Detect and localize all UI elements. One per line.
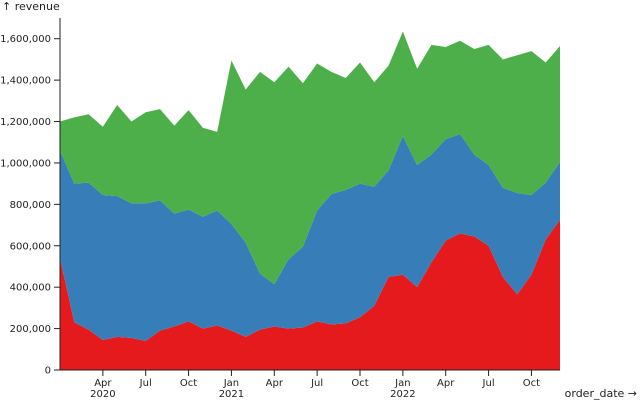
x-tick-label: Oct	[523, 378, 540, 389]
y-tick-label: 1,600,000	[0, 34, 51, 45]
x-tick-year-label: 2020	[90, 389, 115, 400]
y-tick-label: 1,000,000	[0, 158, 51, 169]
y-tick-label: 800,000	[10, 200, 51, 211]
x-tick-label: Jul	[139, 378, 152, 389]
area-layers	[60, 31, 560, 370]
x-tick-year-label: 2021	[219, 389, 244, 400]
y-tick-label: 200,000	[10, 324, 51, 335]
x-tick-year-label: 2022	[390, 389, 415, 400]
x-tick-label: Jan	[394, 378, 410, 389]
x-tick-label: Apr	[437, 378, 455, 389]
area-series-1	[60, 219, 560, 370]
y-axis-title: ↑ revenue	[2, 0, 60, 13]
x-tick-label: Oct	[351, 378, 368, 389]
y-tick-label: 400,000	[10, 283, 51, 294]
area-series-2	[60, 133, 560, 342]
x-tick-label: Oct	[180, 378, 197, 389]
y-tick-label: 600,000	[10, 241, 51, 252]
x-tick-label: Jul	[482, 378, 495, 389]
area-series-3	[60, 31, 560, 285]
y-tick-label: 0	[45, 366, 51, 377]
y-axis: 0 200,000 400,000 600,000 800,000 1,000,000 1,…	[0, 18, 61, 377]
y-tick-label: 1,400,000	[0, 76, 51, 87]
x-tick-label: Apr	[266, 378, 284, 389]
y-tick-label: 1,200,000	[0, 117, 51, 128]
x-tick-label: Jul	[310, 378, 323, 389]
x-axis-title: order_date →	[565, 387, 637, 400]
x-tick-label: Apr	[94, 378, 112, 389]
x-tick-label: Jan	[223, 378, 239, 389]
